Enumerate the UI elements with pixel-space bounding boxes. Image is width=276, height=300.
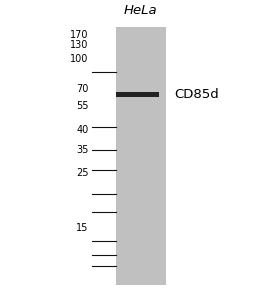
- Text: 25: 25: [76, 168, 88, 178]
- Text: 40: 40: [76, 124, 88, 135]
- Text: 70: 70: [76, 83, 88, 94]
- Text: 35: 35: [76, 145, 88, 155]
- Bar: [116, 92, 159, 97]
- Bar: [116, 27, 166, 285]
- Text: HeLa: HeLa: [124, 4, 158, 16]
- Text: 170: 170: [70, 29, 88, 40]
- Text: CD85d: CD85d: [174, 88, 219, 101]
- Text: 15: 15: [76, 223, 88, 233]
- Text: 130: 130: [70, 40, 88, 50]
- Text: 55: 55: [76, 100, 88, 111]
- Text: 100: 100: [70, 54, 88, 64]
